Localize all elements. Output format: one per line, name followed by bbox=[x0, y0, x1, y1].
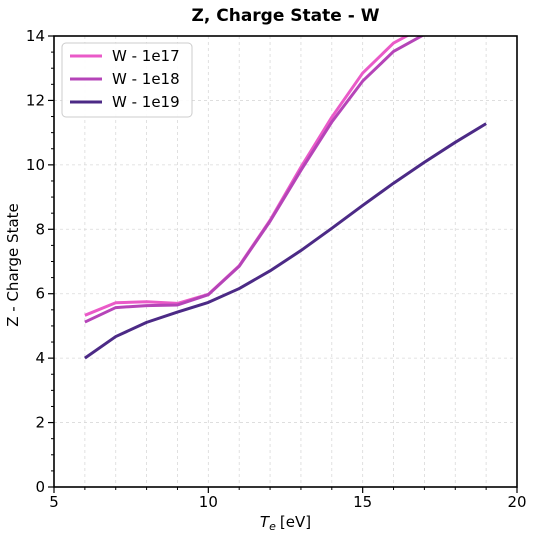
series-line-3 bbox=[84, 122, 487, 360]
legend-box bbox=[61, 42, 193, 118]
y-tick-label: 8 bbox=[35, 220, 45, 238]
x-axis-label-main: T bbox=[260, 513, 271, 531]
plot-area bbox=[84, 36, 487, 360]
y-tick-label: 14 bbox=[26, 27, 45, 45]
legend: W - 1e17 W - 1e18 W - 1e19 bbox=[61, 42, 193, 118]
chart-title: Z, Charge State - W bbox=[192, 6, 380, 26]
x-tick-label: 20 bbox=[507, 493, 526, 511]
legend-label-3: W - 1e19 bbox=[112, 93, 180, 111]
legend-label-2: W - 1e18 bbox=[112, 70, 180, 88]
legend-label-1: W - 1e17 bbox=[112, 47, 180, 65]
x-axis-label-unit: [eV] bbox=[280, 513, 311, 531]
x-tick-label: 15 bbox=[353, 493, 372, 511]
x-axis-label: Te [eV] bbox=[260, 513, 311, 533]
x-tick-label: 5 bbox=[49, 493, 59, 511]
y-tick-label: 4 bbox=[35, 349, 45, 367]
y-axis-label: Z - Charge State bbox=[4, 203, 22, 327]
y-tick-label: 2 bbox=[35, 414, 45, 432]
y-tick-label: 0 bbox=[35, 478, 45, 496]
axis-ticks: 5 10 15 20 0 2 4 6 8 10 12 14 bbox=[26, 27, 527, 511]
x-tick-label: 10 bbox=[199, 493, 218, 511]
y-tick-label: 10 bbox=[26, 156, 45, 174]
y-tick-label: 12 bbox=[26, 91, 45, 109]
series-line-2 bbox=[84, 36, 425, 324]
y-tick-label: 6 bbox=[35, 285, 45, 303]
x-axis-label-subscript: e bbox=[269, 520, 276, 533]
